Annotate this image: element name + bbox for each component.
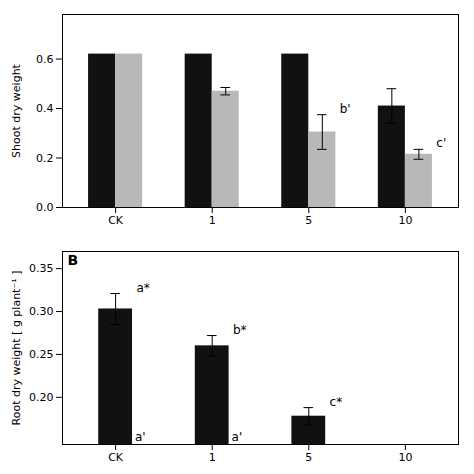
svg-text:b*: b* (233, 323, 247, 337)
svg-text:0.6: 0.6 (36, 53, 54, 66)
svg-text:0.0: 0.0 (36, 201, 54, 214)
svg-text:0.30: 0.30 (29, 305, 54, 318)
svg-text:10: 10 (398, 214, 412, 227)
svg-text:0.2: 0.2 (36, 152, 54, 165)
svg-text:a*: a* (136, 281, 149, 295)
svg-text:0.4: 0.4 (36, 102, 54, 115)
svg-text:0.20: 0.20 (29, 391, 54, 404)
svg-text:10: 10 (398, 451, 412, 464)
svg-text:c*: c* (330, 395, 343, 409)
svg-text:CK: CK (108, 451, 124, 464)
svg-text:5: 5 (305, 451, 312, 464)
svg-text:a': a' (232, 430, 243, 444)
svg-text:Root dry weight [ g plant⁻¹ ]: Root dry weight [ g plant⁻¹ ] (10, 271, 23, 426)
svg-text:B: B (68, 252, 79, 268)
svg-text:a': a' (135, 430, 146, 444)
svg-text:1: 1 (209, 214, 216, 227)
svg-text:Shoot dry weight: Shoot dry weight (10, 63, 23, 158)
svg-text:0.25: 0.25 (29, 348, 54, 361)
svg-text:b': b' (340, 102, 351, 116)
svg-text:CK: CK (108, 214, 124, 227)
svg-text:c': c' (436, 136, 446, 150)
svg-text:1: 1 (209, 451, 216, 464)
svg-text:0.35: 0.35 (29, 262, 54, 275)
svg-text:5: 5 (305, 214, 312, 227)
